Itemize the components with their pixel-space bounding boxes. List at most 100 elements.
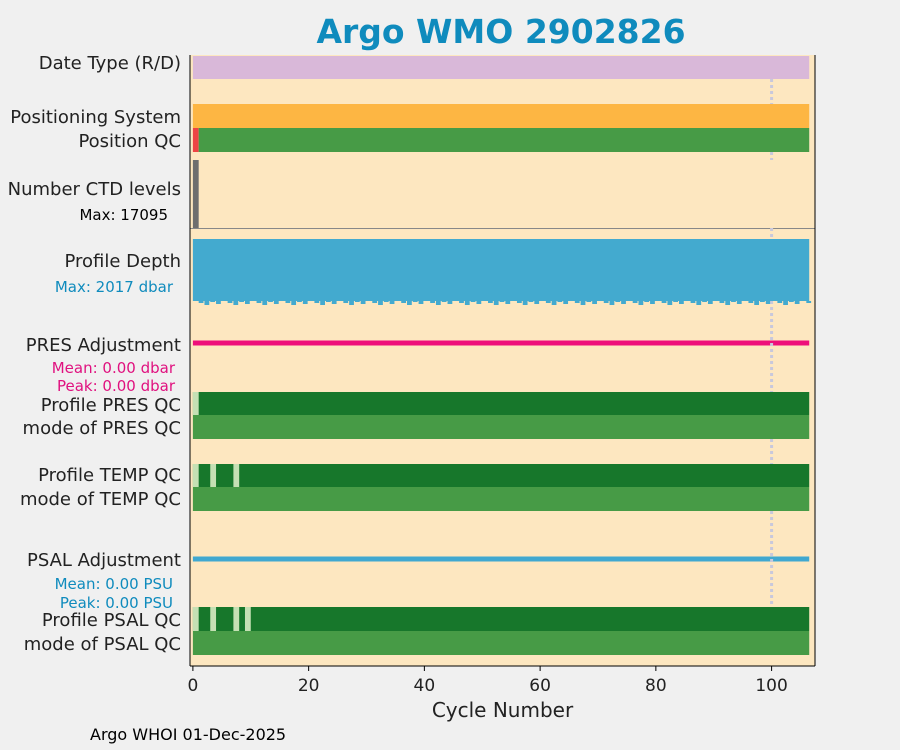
positioning-system-bar (192, 104, 810, 128)
position-qc-good-bar (198, 128, 810, 152)
profile-depth-cycle (632, 301, 638, 303)
profile-depth-cycle (702, 301, 707, 302)
profile-depth-cycle (325, 301, 331, 302)
profile-depth-cycle (754, 301, 760, 305)
profile-depth-cycle (383, 301, 389, 302)
label-psal-mean: Mean: 0.00 PSU (55, 575, 173, 593)
mode-temp-qc-bar (192, 487, 810, 511)
profile-depth-cycle (545, 301, 551, 303)
profile-depth-cycle (210, 301, 216, 302)
profile-depth-cycle (476, 301, 482, 304)
profile-depth-cycle (661, 301, 667, 303)
profile-temp-qc-bar (192, 464, 810, 487)
profile-depth-cycle (563, 301, 569, 304)
profile-depth-cycle (731, 301, 736, 302)
profile-psal-qc-missing-segment (233, 607, 240, 631)
profile-depth-cycle (302, 301, 308, 304)
data-bars (190, 56, 815, 655)
profile-depth-cycle (765, 301, 771, 304)
profile-depth-cycle (389, 301, 395, 304)
profile-pres-qc-missing-segment (192, 392, 199, 415)
profile-depth-cycle (499, 301, 505, 302)
label-depth-max: Max: 2017 dbar (55, 278, 174, 296)
profile-depth-cycle (407, 301, 412, 305)
profile-depth-cycle (673, 301, 679, 302)
x-axis: 0 20 40 60 80 100 Cycle Number (187, 55, 816, 722)
profile-depth-cycle (667, 301, 673, 305)
chart-title: Argo WMO 2902826 (316, 12, 686, 51)
footer-credit: Argo WHOI 01-Dec-2025 (90, 725, 287, 744)
row-labels: Date Type (R/D) Positioning System Positio… (8, 53, 181, 655)
profile-temp-qc-missing-segment (192, 464, 199, 487)
profile-temp-qc-missing-segment (210, 464, 217, 487)
label-mode-pres-qc: mode of PRES QC (23, 418, 181, 439)
label-profile-pres-qc: Profile PRES QC (41, 395, 181, 416)
profile-depth-cycle (696, 301, 702, 305)
profile-depth-cycle (372, 301, 378, 303)
plot-area (190, 55, 815, 666)
profile-depth-cycle (268, 301, 273, 302)
profile-psal-qc-bar (192, 607, 810, 631)
profile-temp-qc-missing-segment (233, 464, 240, 487)
profile-depth-cycle (777, 301, 783, 303)
label-mode-psal-qc: mode of PSAL QC (24, 634, 181, 655)
profile-depth-bar (192, 239, 810, 301)
profile-psal-qc-missing-segment (244, 607, 251, 631)
profile-depth-cycle (314, 301, 320, 303)
profile-depth-cycle (435, 301, 441, 305)
profile-depth-cycle (441, 301, 447, 302)
profile-depth-cycle (349, 301, 354, 305)
profile-depth-cycle (401, 301, 407, 303)
profile-depth-cycle (291, 301, 297, 305)
profile-depth-cycle (204, 301, 210, 305)
profile-depth-cycle (615, 301, 621, 302)
profile-psal-qc-missing-segment (192, 607, 199, 631)
profile-depth-cycle (574, 301, 580, 303)
profile-depth-cycle (227, 301, 233, 303)
profile-depth-cycle (516, 301, 522, 303)
label-profile-temp-qc: Profile TEMP QC (38, 465, 181, 486)
x-tick-label: 80 (645, 676, 667, 696)
position-qc-bad-segment (192, 128, 199, 152)
profile-depth-cycle (354, 301, 360, 302)
profile-depth-cycle (806, 301, 812, 303)
profile-depth-cycle (233, 301, 239, 305)
label-profile-depth: Profile Depth (64, 251, 181, 272)
label-pres-peak: Peak: 0.00 dbar (57, 377, 176, 395)
profile-depth-cycle (447, 301, 453, 304)
profile-depth-cycle (603, 301, 609, 303)
profile-depth-cycle (760, 301, 765, 302)
profile-depth-cycle (418, 301, 424, 304)
profile-depth-cycle (580, 301, 586, 305)
profile-depth-cycle (557, 301, 563, 302)
profile-depth-cycle (216, 301, 221, 304)
profile-depth-cycle (783, 301, 788, 305)
profile-depth-cycle (285, 301, 291, 303)
profile-depth-cycle (690, 301, 696, 303)
label-psal-peak: Peak: 0.00 PSU (60, 594, 173, 612)
ctd-levels-bar (192, 160, 199, 228)
profile-depth-cycle (551, 301, 557, 305)
mode-psal-qc-bar (192, 631, 810, 655)
x-axis-label: Cycle Number (432, 698, 574, 722)
profile-depth-cycle (488, 301, 493, 303)
profile-depth-cycle (331, 301, 337, 304)
profile-psal-qc-missing-segment (210, 607, 217, 631)
profile-depth-cycle (320, 301, 325, 305)
mode-pres-qc-bar (192, 415, 810, 439)
x-tick-label: 60 (529, 676, 551, 696)
profile-depth-cycle (794, 301, 800, 304)
date-type-bar (192, 56, 810, 79)
profile-depth-cycle (644, 301, 650, 302)
profile-depth-cycle (736, 301, 742, 304)
label-position-qc: Position QC (78, 131, 181, 152)
profile-depth-cycle (262, 301, 268, 305)
label-ctd-levels: Number CTD levels (8, 179, 181, 200)
profile-depth-cycle (470, 301, 476, 302)
profile-depth-cycle (679, 301, 684, 304)
x-tick-label: 100 (755, 676, 787, 696)
profile-depth-cycle (621, 301, 626, 304)
profile-depth-cycle (788, 301, 794, 302)
profile-depth-cycle (586, 301, 592, 302)
